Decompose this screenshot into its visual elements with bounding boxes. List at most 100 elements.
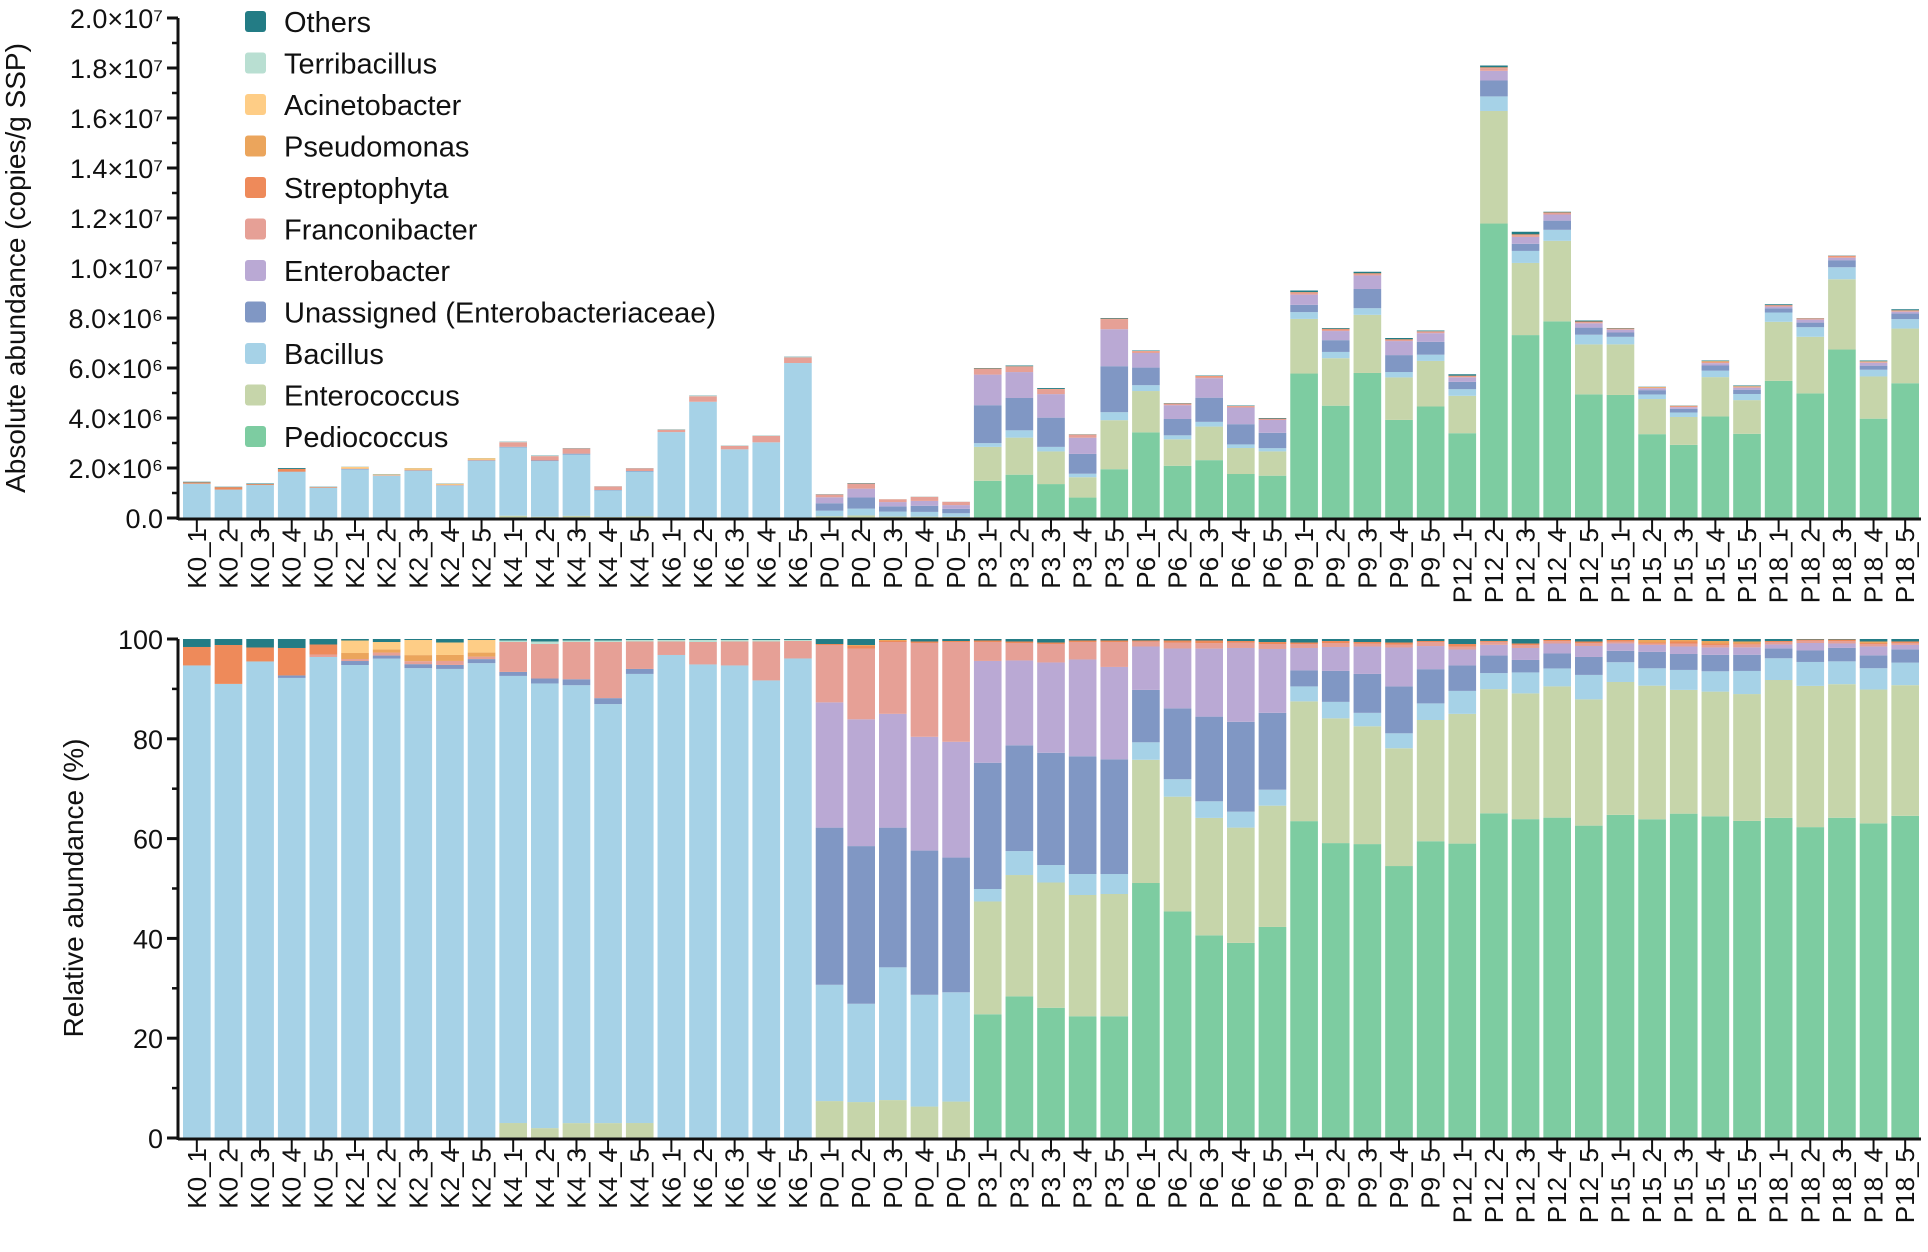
relative-bar-streptophyta-p15_4	[1701, 643, 1730, 645]
absolute-bar-franconibacter-k6_5	[784, 357, 812, 364]
relative-bar-unassigned-enterobacteriaceae-p6_3	[1195, 716, 1223, 802]
relative-bar-franconibacter-k4_3	[562, 641, 591, 680]
relative-bar-enterobacter-p9_5	[1416, 646, 1445, 670]
relative-x-tick-label: P3_2	[1004, 1148, 1034, 1209]
absolute-bar-streptophyta-p15_1	[1606, 328, 1635, 329]
relative-bar-pediococcus-p9_1	[1290, 821, 1318, 1138]
absolute-bar-franconibacter-p12_2	[1480, 68, 1508, 71]
absolute-bar-unassigned-enterobacteriaceae-p6_1	[1132, 367, 1160, 386]
absolute-bar-pediococcus-p15_1	[1606, 394, 1635, 518]
relative-bar-bacillus-p12_4	[1543, 668, 1571, 687]
relative-bar-pseudomonas-k2_4	[436, 654, 464, 661]
legend-swatch-bacillus	[245, 343, 266, 364]
legend-swatch-others	[245, 11, 266, 32]
legend: Others Terribacillus Acinetobacter Pseudomo…	[245, 7, 716, 454]
relative-bar-enterococcus-p6_3	[1195, 817, 1223, 936]
relative-x-tick-label: P0_4	[910, 1148, 940, 1209]
relative-bar-streptophyta-p12_4	[1543, 640, 1571, 641]
absolute-bar-bacillus-p12_4	[1543, 229, 1571, 241]
relative-bar-enterococcus-p12_2	[1480, 689, 1508, 814]
absolute-bar-bacillus-p0_1	[815, 510, 844, 517]
relative-x-tick-label: P3_5	[1099, 1148, 1129, 1209]
relative-bar-pseudomonas-p0_2	[847, 644, 875, 646]
absolute-bar-unassigned-enterobacteriaceae-p6_3	[1195, 397, 1223, 422]
absolute-bar-enterobacter-p6_5	[1258, 420, 1287, 433]
absolute-bar-enterococcus-p12_1	[1448, 395, 1477, 434]
relative-bar-streptophyta-p6_2	[1163, 640, 1192, 643]
relative-bar-terribacillus-k6_3	[720, 640, 749, 642]
relative-bar-bacillus-p6_4	[1227, 811, 1255, 828]
relative-bar-enterobacter-p15_3	[1669, 646, 1698, 654]
relative-bar-enterococcus-p9_3	[1353, 726, 1382, 845]
relative-bar-unassigned-enterobacteriaceae-p18_5	[1891, 649, 1919, 663]
absolute-bar-bacillus-p18_4	[1859, 369, 1888, 377]
absolute-bar-unassigned-enterobacteriaceae-p3_2	[1005, 397, 1034, 431]
relative-bar-unassigned-enterobacteriaceae-p9_3	[1353, 673, 1382, 713]
absolute-bar-others-p12_1	[1448, 374, 1477, 376]
absolute-bar-streptophyta-k0_1	[183, 482, 211, 484]
absolute-bar-enterobacter-p9_3	[1353, 275, 1382, 289]
absolute-bar-pediococcus-p18_5	[1891, 383, 1919, 518]
relative-bar-streptophyta-p9_3	[1353, 641, 1382, 644]
relative-x-tick-label: K4_4	[593, 1148, 623, 1209]
relative-bar-bacillus-k2_2	[372, 658, 401, 1138]
relative-x-tick-label: P18_4	[1859, 1148, 1889, 1223]
relative-x-tick-label: P9_5	[1416, 1148, 1446, 1209]
relative-bar-others-p12_2	[1480, 639, 1508, 641]
relative-bar-bacillus-k0_3	[246, 661, 274, 1138]
absolute-x-tick-label: P3_2	[1004, 528, 1034, 589]
relative-bar-unassigned-enterobacteriaceae-p3_3	[1037, 752, 1065, 866]
relative-bar-terribacillus-k4_5	[625, 640, 654, 642]
legend-swatch-enterobacter	[245, 260, 266, 281]
absolute-bar-enterococcus-p0_2	[847, 515, 875, 518]
absolute-bar-enterococcus-p9_3	[1353, 314, 1382, 373]
absolute-bar-bacillus-k2_5	[467, 460, 496, 518]
absolute-bar-franconibacter-k4_4	[594, 486, 622, 491]
absolute-bar-enterococcus-p3_4	[1068, 477, 1097, 498]
relative-bar-unassigned-enterobacteriaceae-p0_5	[942, 857, 970, 993]
absolute-bar-enterobacter-p15_1	[1606, 329, 1635, 333]
absolute-bar-bacillus-p9_3	[1353, 308, 1382, 315]
absolute-bar-bacillus-p12_3	[1511, 250, 1540, 263]
relative-bar-others-k4_2	[531, 639, 559, 642]
relative-bar-others-p9_1	[1290, 639, 1318, 643]
absolute-bar-enterobacter-p15_3	[1669, 407, 1698, 409]
absolute-bar-others-p18_1	[1764, 304, 1793, 306]
absolute-bar-enterobacter-p18_2	[1796, 319, 1825, 323]
relative-bar-others-p18_2	[1796, 639, 1825, 640]
absolute-bar-pseudomonas-k2_1	[341, 468, 369, 469]
absolute-x-tick-label: P6_1	[1131, 528, 1161, 589]
relative-bar-franconibacter-p9_3	[1353, 643, 1382, 647]
absolute-x-tick-label: K6_3	[720, 528, 750, 589]
absolute-bar-enterobacter-p12_2	[1480, 70, 1508, 81]
absolute-y-axis: 0.0 2.0×10⁶ 4.0×10⁶ 6.0×10⁶ 8.0×10⁶ 1.0×10⁷ 1.…	[69, 4, 1921, 534]
absolute-bar-pediococcus-p6_4	[1227, 474, 1255, 518]
absolute-bar-unassigned-enterobacteriaceae-p18_4	[1859, 365, 1888, 370]
absolute-bar-pediococcus-p12_3	[1511, 335, 1540, 518]
absolute-bar-bacillus-p3_5	[1100, 412, 1129, 421]
absolute-bar-pseudomonas-k2_3	[404, 469, 433, 471]
relative-bar-franconibacter-p0_1	[815, 644, 844, 703]
relative-bar-pediococcus-p12_1	[1448, 843, 1477, 1138]
absolute-bar-enterobacter-p15_5	[1733, 387, 1761, 390]
relative-bar-pediococcus-p3_1	[973, 1014, 1002, 1138]
relative-bar-bacillus-p15_1	[1606, 662, 1635, 682]
relative-bar-enterobacter-p18_4	[1859, 646, 1888, 656]
absolute-bar-franconibacter-k4_5	[625, 468, 654, 471]
relative-bar-bacillus-p12_5	[1575, 674, 1603, 700]
relative-bar-others-k2_4	[436, 639, 464, 643]
absolute-bar-enterococcus-p3_5	[1100, 420, 1129, 470]
legend-label-franconibacter: Franconibacter	[284, 215, 478, 247]
relative-bar-unassigned-enterobacteriaceae-k4_5	[625, 668, 654, 674]
relative-bar-others-p9_3	[1353, 639, 1382, 642]
absolute-bar-unassigned-enterobacteriaceae-p6_5	[1258, 432, 1287, 449]
relative-bar-pediococcus-p6_5	[1258, 926, 1287, 1138]
absolute-x-tick-label: P12_3	[1511, 528, 1541, 603]
absolute-bar-streptophyta-p12_5	[1575, 321, 1603, 323]
absolute-bar-pediococcus-p9_3	[1353, 372, 1382, 518]
absolute-bar-bacillus-p3_3	[1037, 446, 1065, 452]
relative-x-tick-label: K0_4	[277, 1148, 307, 1209]
absolute-bar-others-p9_2	[1321, 328, 1350, 329]
relative-bar-enterococcus-k4_4	[594, 1123, 622, 1138]
relative-bar-unassigned-enterobacteriaceae-p0_4	[910, 850, 939, 995]
